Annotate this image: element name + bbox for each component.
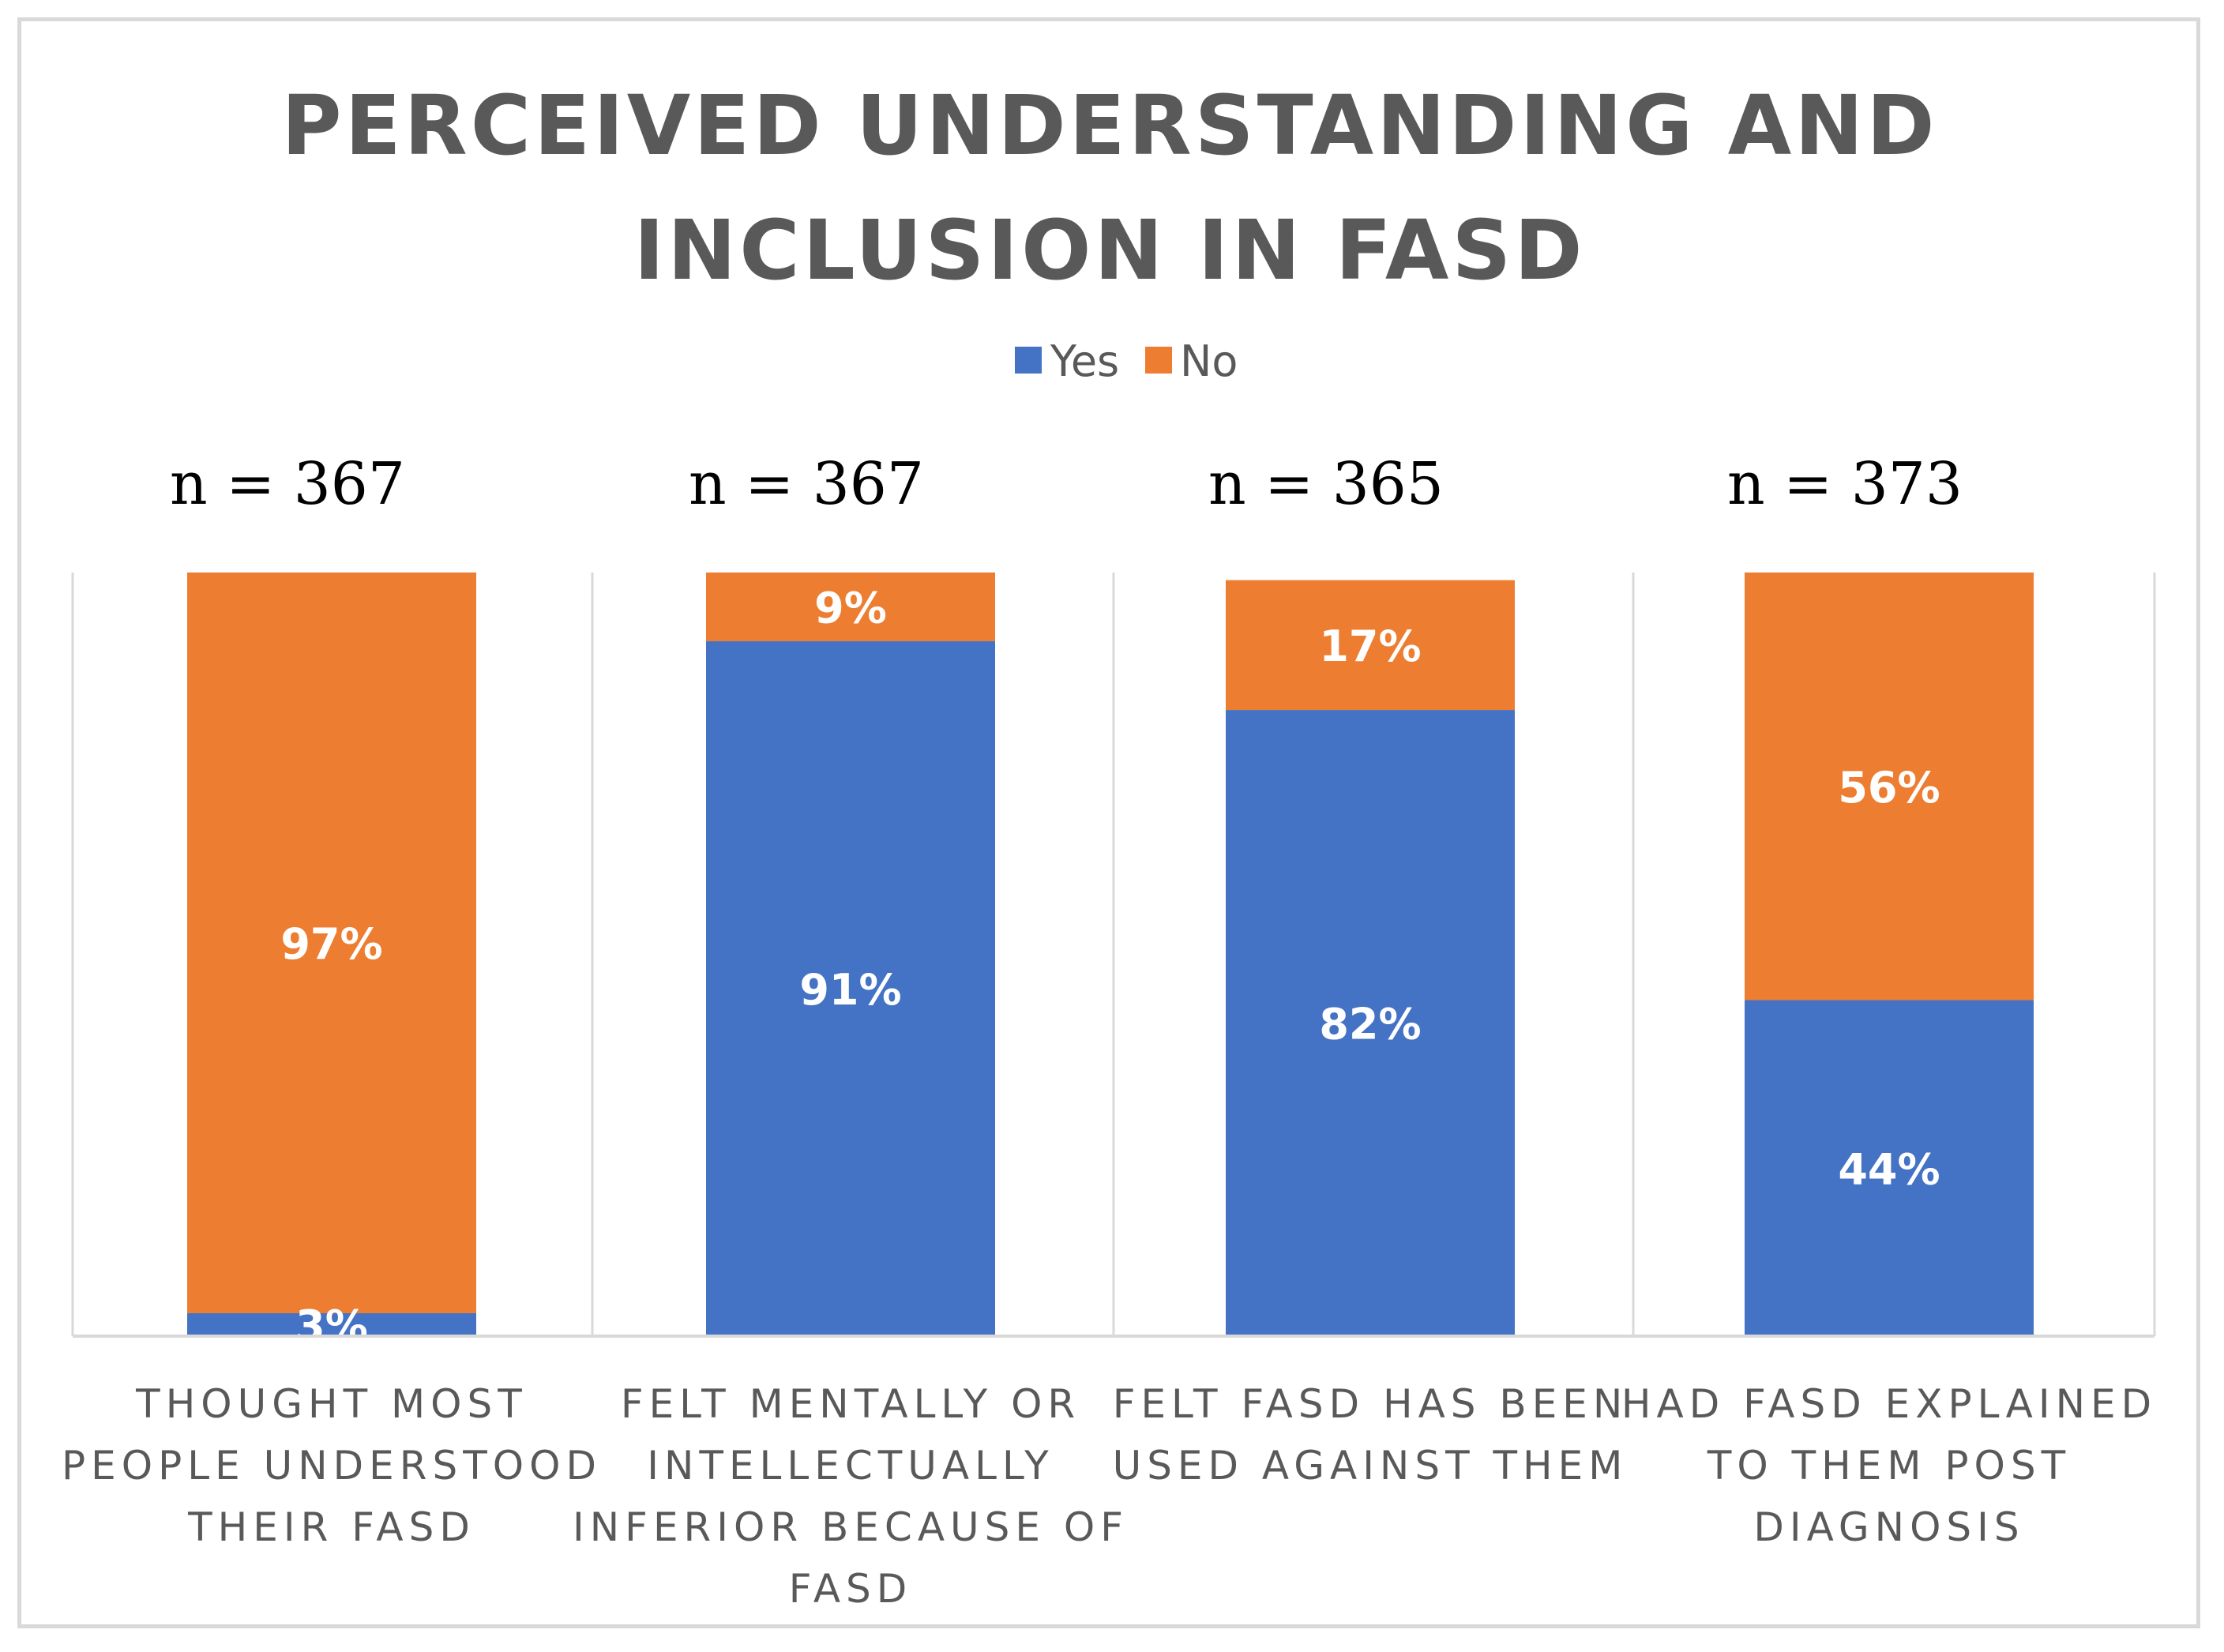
chart-frame	[17, 17, 2200, 1628]
category-label-line: THEIR FASD	[187, 1504, 475, 1550]
data-label-no-2: 9%	[814, 584, 887, 633]
category-label-line: INFERIOR BECAUSE OF	[573, 1504, 1129, 1550]
sample-size-label: n = 367	[689, 450, 924, 518]
bar-yes-3	[1226, 710, 1515, 1336]
chart-title-line: INCLUSION IN FASD	[633, 202, 1585, 298]
bar-yes-4	[1745, 1000, 2034, 1336]
legend-label-no: No	[1180, 336, 1238, 386]
legend-swatch-no	[1145, 347, 1172, 374]
category-label-line: HAD FASD EXPLAINED	[1621, 1381, 2157, 1427]
bar-no-3	[1226, 580, 1515, 711]
data-label-yes-3: 82%	[1319, 1000, 1421, 1049]
data-label-yes-1: 3%	[295, 1301, 368, 1350]
data-label-no-4: 56%	[1838, 763, 1940, 813]
category-label-line: FELT MENTALLY OR	[621, 1381, 1080, 1427]
bar-no-2	[706, 573, 995, 642]
category-label-line: THOUGHT MOST	[135, 1381, 528, 1427]
bar-no-4	[1745, 573, 2034, 1001]
bar-no-1	[187, 573, 476, 1313]
data-label-yes-4: 44%	[1838, 1144, 1940, 1194]
bar-yes-1	[187, 1312, 476, 1336]
category-label-line: INTELLECTUALLY	[647, 1443, 1054, 1489]
sample-size-label: n = 367	[170, 450, 405, 518]
chart-title-line: PERCEIVED UNDERSTANDING AND	[281, 77, 1937, 174]
category-label-line: PEOPLE UNDERSTOOD	[62, 1443, 602, 1489]
category-label-line: USED AGAINST THEM	[1113, 1443, 1629, 1489]
category-label-line: DIAGNOSIS	[1753, 1504, 2024, 1550]
category-label-line: TO THEM POST	[1707, 1443, 2071, 1489]
sample-size-label: n = 373	[1727, 450, 1963, 518]
legend-label-yes: Yes	[1050, 336, 1119, 386]
legend-swatch-yes	[1015, 347, 1042, 374]
bar-yes-2	[706, 641, 995, 1336]
data-label-yes-2: 91%	[799, 965, 901, 1015]
category-label-line: FASD	[789, 1566, 913, 1612]
data-label-no-3: 17%	[1319, 621, 1421, 671]
data-label-no-1: 97%	[280, 919, 382, 969]
sample-size-label: n = 365	[1208, 450, 1444, 518]
category-label-line: FELT FASD HAS BEEN	[1113, 1381, 1629, 1427]
